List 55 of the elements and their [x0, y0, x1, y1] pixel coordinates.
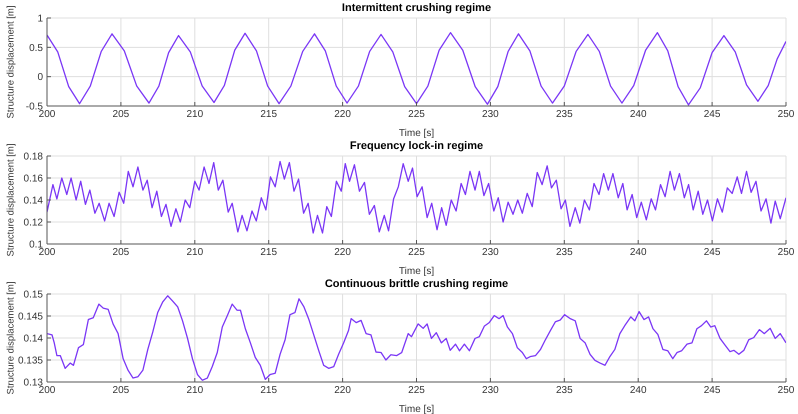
y-tick-label: 0.5: [29, 42, 44, 54]
y-tick-label: 1: [37, 14, 44, 25]
x-tick-label: 225: [408, 247, 426, 258]
x-tick-label: 245: [704, 247, 721, 258]
x-tick-label: 210: [186, 247, 204, 258]
x-tick-label: 230: [482, 109, 500, 120]
x-tick-label: 240: [630, 247, 647, 258]
x-tick-label: 200: [38, 385, 56, 396]
x-tick-label: 200: [38, 109, 56, 120]
x-axis-title: Time [s]: [398, 128, 434, 139]
x-tick-label: 230: [482, 385, 500, 396]
y-tick-label: 0.18: [24, 152, 44, 163]
x-tick-label: 250: [778, 385, 795, 396]
x-tick-label: 240: [630, 109, 647, 120]
x-tick-label: 205: [112, 385, 130, 396]
y-tick-label: 0.145: [18, 312, 44, 323]
y-tick-label: 0: [37, 72, 44, 84]
x-tick-label: 225: [408, 109, 426, 120]
y-tick-label: 0.12: [24, 218, 44, 229]
x-tick-label: 250: [778, 109, 795, 120]
x-tick-label: 215: [260, 109, 278, 120]
chart-title: Continuous brittle crushing regime: [324, 278, 510, 290]
x-tick-label: 220: [334, 109, 352, 120]
x-tick-label: 245: [704, 109, 721, 120]
x-tick-label: 215: [260, 385, 278, 396]
chart-title: Frequency lock-in regime: [348, 140, 484, 152]
x-tick-label: 225: [408, 385, 426, 396]
x-tick-label: 235: [556, 385, 574, 396]
x-tick-label: 235: [556, 247, 574, 258]
x-tick-label: 215: [260, 247, 278, 258]
x-tick-label: 200: [38, 247, 56, 258]
y-tick-label: 0.15: [24, 290, 44, 301]
y-tick-label: 0.16: [24, 174, 44, 185]
x-tick-label: 220: [334, 247, 352, 258]
x-tick-label: 220: [334, 385, 352, 396]
x-axis-title: Time [s]: [398, 266, 434, 277]
x-tick-label: 210: [186, 385, 204, 396]
line-series: [47, 160, 786, 234]
x-tick-label: 235: [556, 109, 574, 120]
y-tick-label: 0.135: [18, 356, 44, 367]
x-tick-label: 245: [704, 385, 721, 396]
x-axis-title: Time [s]: [398, 404, 434, 414]
x-tick-label: 240: [630, 385, 647, 396]
y-tick-label: 0.14: [24, 334, 44, 345]
y-axis-title: Structure displacement [m]: [5, 6, 16, 118]
x-tick-label: 205: [112, 109, 130, 120]
x-tick-label: 250: [778, 247, 795, 258]
x-tick-label: 230: [482, 247, 500, 258]
x-tick-label: 210: [186, 109, 204, 120]
chart-title: Intermittent crushing regime: [340, 2, 492, 14]
y-axis-title: Structure displacement [m]: [5, 282, 16, 394]
y-tick-label: 0.14: [24, 196, 44, 207]
y-axis-title: Structure displacement [m]: [5, 144, 16, 256]
x-tick-label: 205: [112, 247, 130, 258]
line-series: [47, 295, 786, 381]
